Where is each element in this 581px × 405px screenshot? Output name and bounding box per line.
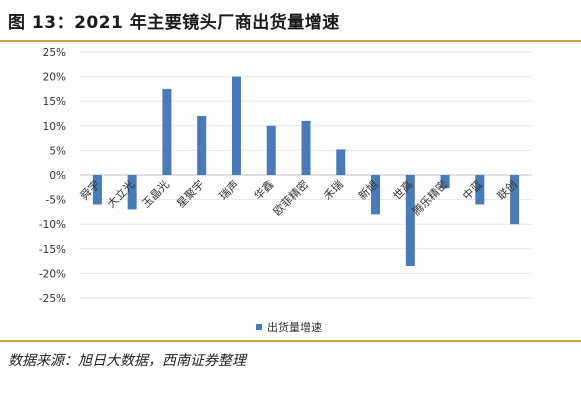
title-divider — [0, 40, 581, 42]
x-tick-label: 华鑫 — [251, 177, 276, 202]
y-tick-label: -5% — [46, 195, 66, 207]
y-tick-label: 0% — [49, 170, 66, 182]
bar — [197, 115, 207, 175]
bar — [162, 88, 172, 175]
legend-label: 出货量增速 — [267, 320, 322, 334]
x-tick-label: 瑞声 — [216, 177, 241, 202]
y-tick-label: -25% — [39, 293, 66, 305]
x-tick-label: 腾乐精密 — [409, 177, 450, 218]
x-tick-label: 欧菲精密 — [270, 177, 311, 218]
legend-swatch — [256, 324, 262, 330]
bar — [371, 175, 381, 215]
chart-container: 25% 20% 15% 10% 5% 0% -5% -10% -15% -20% -25% 舜宇 大立光… — [4, 44, 576, 336]
bar — [301, 120, 311, 175]
y-tick-label: -20% — [39, 268, 66, 280]
y-tick-label: 15% — [43, 96, 66, 108]
y-tick-label: -10% — [39, 219, 66, 231]
bar — [231, 76, 241, 175]
bar — [475, 175, 485, 205]
bar — [440, 175, 450, 189]
bar — [510, 175, 520, 225]
x-tick-label: 玉晶光 — [139, 177, 172, 210]
bar — [92, 175, 102, 205]
source-note: 数据来源：旭日大数据，西南证券整理 — [8, 353, 246, 369]
bar — [405, 175, 415, 267]
figure-title: 图 13：2021 年主要镜头厂商出货量增速 — [8, 13, 340, 33]
x-tick-label: 星聚宇 — [174, 178, 207, 211]
bar — [336, 149, 346, 175]
bar — [266, 125, 276, 175]
y-tick-label: 10% — [43, 121, 66, 133]
bar — [127, 175, 137, 210]
y-tick-label: 5% — [49, 145, 66, 157]
bar-chart: 25%20%15%10%5%0%-5%-10%-15%-20%-25%舜宇 大立光… — [39, 47, 532, 334]
x-tick-label: 禾瑞 — [320, 177, 345, 202]
source-divider — [0, 340, 581, 342]
y-tick-label: 20% — [43, 72, 66, 84]
y-tick-label: -15% — [39, 244, 66, 256]
y-tick-label: 25% — [43, 47, 66, 59]
